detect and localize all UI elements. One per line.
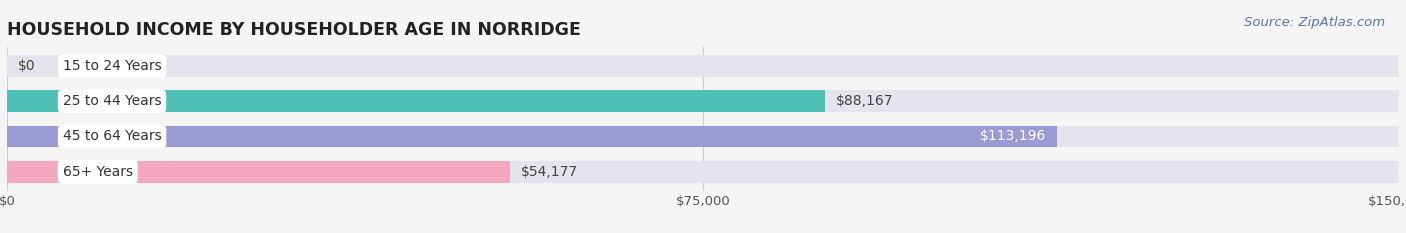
Text: Source: ZipAtlas.com: Source: ZipAtlas.com (1244, 16, 1385, 29)
Text: $113,196: $113,196 (980, 130, 1046, 144)
Text: 45 to 64 Years: 45 to 64 Years (63, 130, 162, 144)
Bar (7, 161, 1399, 183)
Text: 15 to 24 Years: 15 to 24 Years (63, 59, 162, 73)
Text: $54,177: $54,177 (520, 165, 578, 179)
Bar (7, 90, 1399, 112)
Bar (7, 126, 1399, 147)
Text: 25 to 44 Years: 25 to 44 Years (63, 94, 162, 108)
Bar (7, 90, 825, 112)
Bar (7, 126, 1057, 147)
Text: HOUSEHOLD INCOME BY HOUSEHOLDER AGE IN NORRIDGE: HOUSEHOLD INCOME BY HOUSEHOLDER AGE IN N… (7, 21, 581, 39)
Bar (7, 161, 510, 183)
Text: 65+ Years: 65+ Years (63, 165, 132, 179)
Bar (7, 55, 1399, 77)
Text: $88,167: $88,167 (837, 94, 894, 108)
Text: $0: $0 (18, 59, 35, 73)
